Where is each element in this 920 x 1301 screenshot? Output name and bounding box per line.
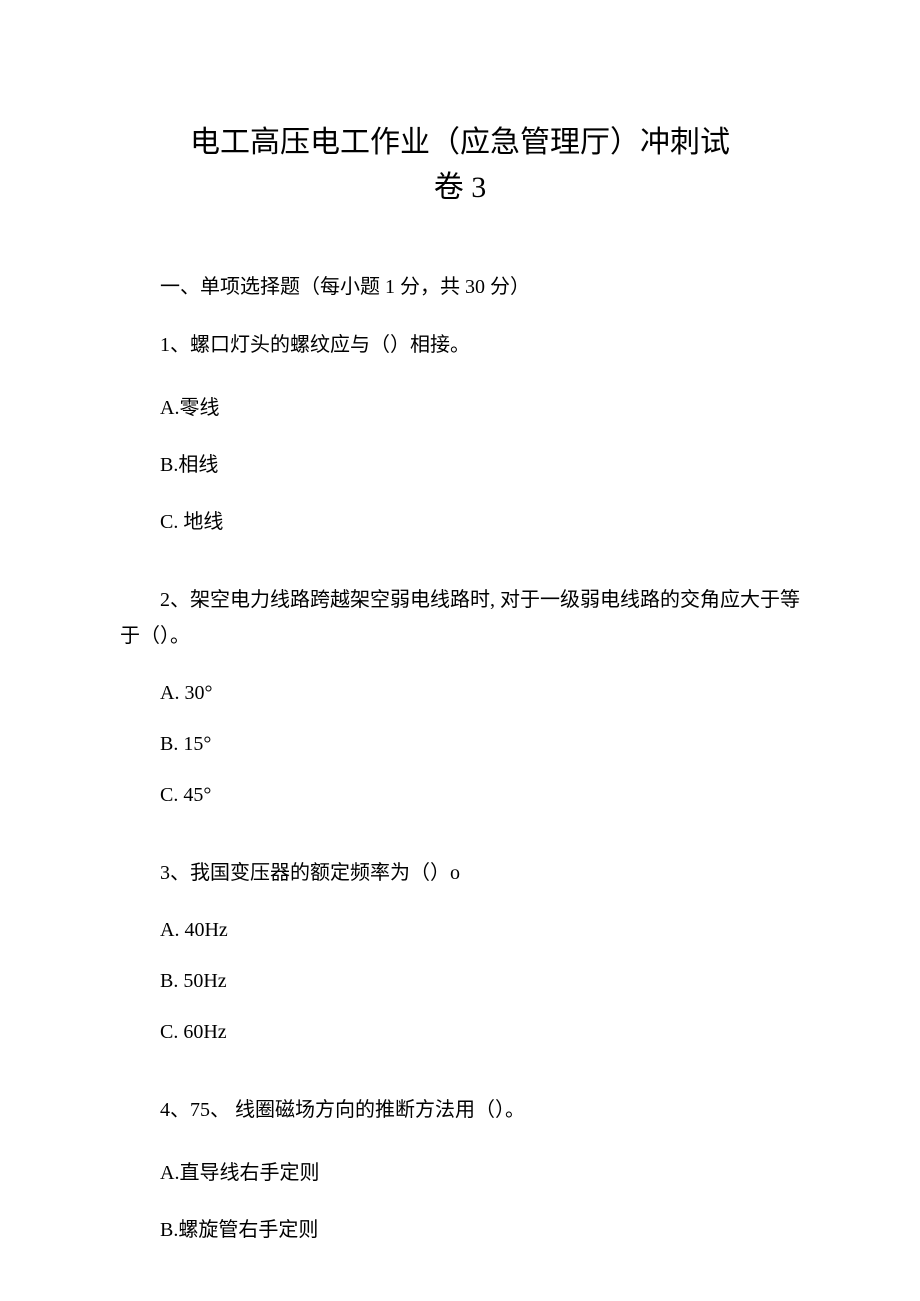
question-3-text: 3、我国变压器的额定频率为（）o	[120, 855, 800, 891]
title-line-1: 电工高压电工作业（应急管理厅）冲刺试	[190, 126, 730, 159]
question-1-option-c: C. 地线	[120, 505, 800, 534]
question-2-option-c: C. 45°	[120, 784, 800, 807]
question-4-option-a: A.直导线右手定则	[120, 1156, 800, 1185]
question-1-option-b: B.相线	[120, 448, 800, 477]
document-page: 电工高压电工作业（应急管理厅）冲刺试 卷 3 一、单项选择题（每小题 1 分，共…	[0, 0, 920, 1242]
question-1-option-a: A.零线	[120, 391, 800, 420]
spacer	[120, 1072, 800, 1092]
section-1-header: 一、单项选择题（每小题 1 分，共 30 分）	[120, 270, 800, 299]
question-4-text: 4、75、 线圈磁场方向的推断方法用（）。	[120, 1092, 800, 1128]
question-1-text: 1、螺口灯头的螺纹应与（）相接。	[120, 327, 800, 363]
question-3-option-b: B. 50Hz	[120, 970, 800, 993]
spacer	[120, 562, 800, 582]
question-2-option-a: A. 30°	[120, 682, 800, 705]
question-3-option-a: A. 40Hz	[120, 919, 800, 942]
question-2-text: 2、架空电力线路跨越架空弱电线路时, 对于一级弱电线路的交角应大于等于（）。	[120, 582, 800, 654]
question-2-option-b: B. 15°	[120, 733, 800, 756]
question-3-option-c: C. 60Hz	[120, 1021, 800, 1044]
question-4-option-b: B.螺旋管右手定则	[120, 1213, 800, 1242]
document-title: 电工高压电工作业（应急管理厅）冲刺试 卷 3	[120, 120, 800, 210]
spacer	[120, 835, 800, 855]
title-line-2: 卷 3	[434, 171, 487, 204]
